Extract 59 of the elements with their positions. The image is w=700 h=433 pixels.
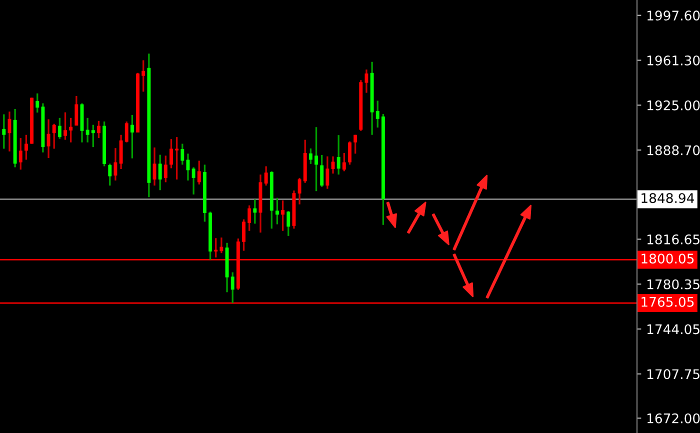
candlestick	[86, 117, 90, 144]
candlestick	[52, 123, 56, 150]
candlestick	[192, 166, 196, 196]
y-tick-label: 1744.05	[647, 324, 700, 334]
candlestick	[164, 154, 168, 184]
candlestick	[91, 124, 95, 148]
candlestick	[253, 198, 257, 225]
candlestick	[364, 68, 368, 94]
candlestick	[36, 92, 40, 114]
y-tick-label: 1888.70	[647, 145, 700, 156]
candlestick	[119, 134, 123, 170]
candlestick	[58, 117, 62, 140]
candlestick	[264, 165, 268, 186]
candlestick	[175, 136, 179, 180]
candlestick	[376, 100, 380, 128]
y-tick-label: 1707.75	[647, 369, 700, 380]
candlestick	[124, 120, 128, 144]
candlestick	[114, 147, 118, 182]
candlestick	[108, 162, 112, 186]
candlestick	[170, 138, 173, 170]
candlestick	[69, 117, 73, 144]
candlestick	[74, 95, 78, 126]
candlestick	[286, 210, 290, 237]
candlestick	[197, 160, 201, 186]
candlestick	[281, 200, 285, 232]
candlestick	[158, 154, 162, 191]
y-tick-label: 1961.30	[647, 55, 700, 66]
ref-line-label: 1848.94	[642, 193, 694, 204]
y-tick-label: 1925.00	[647, 100, 700, 110]
candlestick	[275, 196, 279, 226]
candlestick	[230, 271, 234, 304]
y-tick-label: 1780.35	[647, 279, 700, 290]
candlestick	[242, 218, 246, 252]
candlestick	[180, 142, 184, 166]
candlestick	[18, 137, 22, 170]
candlestick	[142, 59, 146, 93]
candlestick	[2, 113, 6, 150]
candlestick	[348, 140, 352, 166]
candlestick	[314, 126, 318, 192]
ref-line-label: 1800.05	[642, 254, 694, 264]
candlestick	[46, 118, 50, 159]
candlestick	[308, 148, 312, 165]
ref-line-label: 1765.05	[642, 296, 694, 307]
candlestick	[298, 177, 302, 206]
candlestick	[248, 204, 252, 232]
candlestick	[354, 134, 358, 154]
candlestick	[130, 114, 134, 160]
y-tick-label: 1816.65	[647, 234, 700, 244]
candlestick	[342, 152, 346, 172]
candlestick	[320, 154, 324, 188]
y-tick-label: 1672.00	[647, 413, 700, 424]
candlestick	[336, 134, 340, 176]
candlestick	[186, 152, 190, 182]
y-tick-label: 1997.60	[647, 10, 700, 21]
candlestick	[326, 156, 330, 190]
candlestick	[220, 236, 224, 254]
candlestick	[97, 120, 100, 139]
candlestick	[24, 134, 28, 161]
candlestick	[64, 112, 67, 141]
